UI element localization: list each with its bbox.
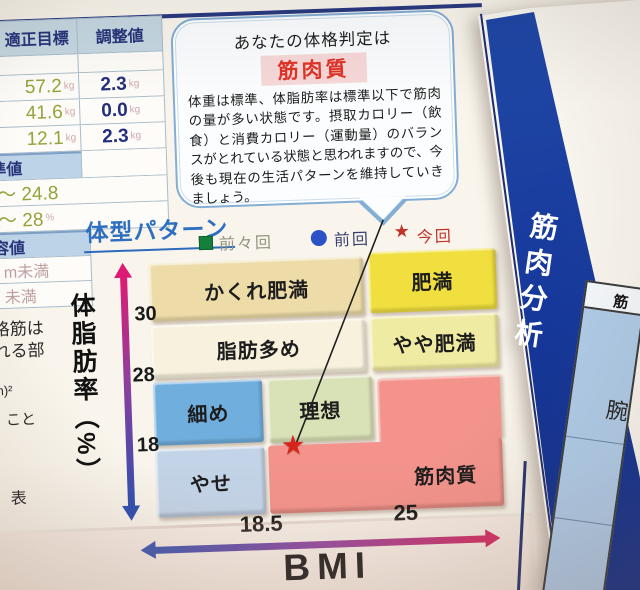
bubble-body-text: 体重は標準、体脂肪率は標準以下で筋肉の量が多い状態です。摂取カロリー（飲食）と消…: [187, 85, 444, 207]
current-result-star-marker: ★: [280, 429, 306, 461]
region-yase: やせ: [155, 446, 267, 518]
y-tick-28: 28: [132, 363, 156, 387]
y-axis-label: 体脂肪率（%）: [66, 291, 102, 486]
axis-arrowhead-up-icon: [113, 262, 133, 279]
bubble-title: あなたの体格判定は: [233, 29, 392, 53]
y-tick-18: 18: [136, 433, 160, 457]
target-value: 57.2: [24, 75, 63, 98]
target-value: 41.6: [25, 101, 64, 124]
region-kakure-himan: かくれ肥満: [148, 256, 365, 322]
margin-text-fragment: 表: [10, 490, 28, 508]
margin-text-fragment: れる部: [0, 340, 45, 362]
legend-label-last: 前回: [333, 231, 371, 250]
unit-label: kg: [64, 106, 76, 118]
region-shibo-ome: 脂肪多め: [150, 318, 367, 379]
right-page: 筋肉分析 筋 腕: [468, 0, 640, 590]
legend-circle-icon: [310, 229, 328, 247]
margin-text-fragment: m)²: [0, 382, 13, 399]
measurement-table: 適正目標 調整値 57.2 kg 2.3 kg 41.6 kg 0.0 kg 12.1 k…: [0, 15, 172, 310]
judgement-bubble: あなたの体格判定は 筋肉質 体重は標準、体脂肪率は標準以下で筋肉の量が多い状態で…: [170, 9, 460, 209]
body-type-chart: かくれ肥満 肥満 脂肪多め やや肥満 細め 理想 筋肉質 やせ: [148, 247, 505, 520]
legend-label-before-last: 前々回: [218, 234, 274, 254]
legend-star-icon: ★: [393, 220, 411, 242]
adjust-value: 2.3: [99, 73, 128, 96]
target-value: 12.1: [26, 127, 64, 150]
unit-label: kg: [130, 130, 142, 142]
unit-label: kg: [65, 132, 77, 144]
partial-table-row: [554, 436, 624, 527]
region-hosome: 細め: [152, 379, 264, 446]
axis-arrowhead-down-icon: [122, 505, 141, 522]
paper-crease-shadow: [0, 515, 536, 590]
body-fat-axis-arrow: [120, 276, 136, 507]
judgement-result: 筋肉質: [259, 52, 367, 86]
legend-square-icon: [198, 235, 214, 251]
partial-cell-text: 腕: [604, 397, 630, 426]
allowance-row: m未満: [0, 255, 93, 285]
y-tick-30: 30: [134, 302, 158, 326]
adjust-value: 2.3: [101, 125, 129, 147]
legend-label-current: 今回: [416, 228, 454, 247]
col-header-adjust: 調整値: [95, 27, 144, 47]
section-header-allowance: 容値: [0, 229, 92, 260]
margin-text-fragment: こと: [5, 410, 37, 430]
unit-label: kg: [63, 80, 75, 92]
col-header-target: 適正目標: [0, 19, 79, 57]
bubble-tail-fill: [359, 195, 407, 221]
adjust-value: 0.0: [100, 99, 129, 122]
unit-label: kg: [128, 78, 140, 90]
unit-label: kg: [129, 104, 141, 116]
